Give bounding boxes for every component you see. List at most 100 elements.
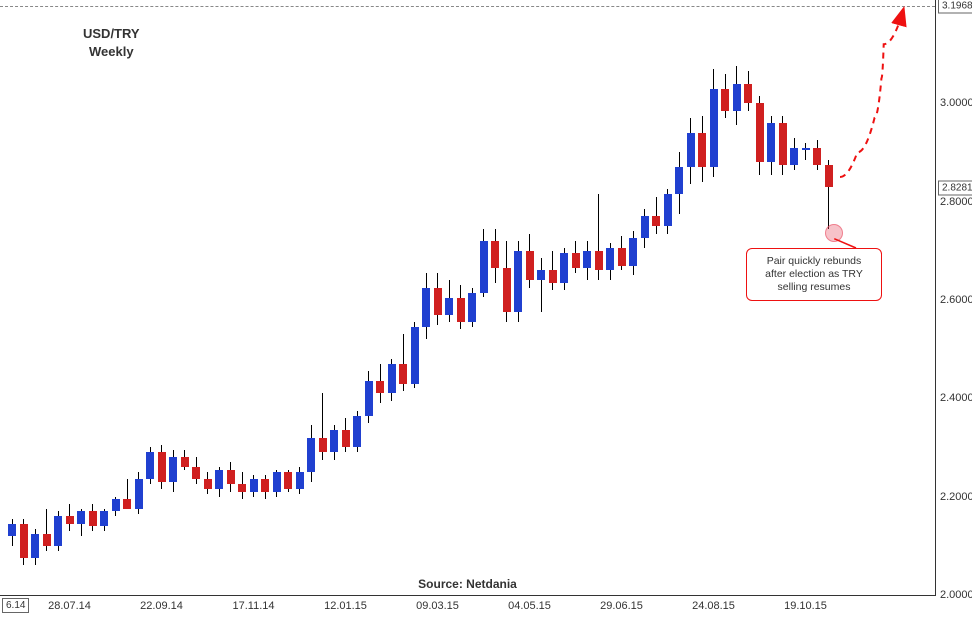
- candle-bull[interactable]: [100, 511, 108, 526]
- candle-bear[interactable]: [319, 438, 327, 453]
- candle-bear[interactable]: [491, 241, 499, 268]
- candlestick-chart: USD/TRY Weekly Source: Netdania Pair qui…: [0, 0, 972, 631]
- candle-bull[interactable]: [330, 430, 338, 452]
- source-label: Source: Netdania: [418, 577, 517, 591]
- candle-bear[interactable]: [779, 123, 787, 165]
- candle-bull[interactable]: [146, 452, 154, 479]
- candle-bull[interactable]: [514, 251, 522, 312]
- y-tick-label: 3.00000: [940, 97, 972, 109]
- plot-area[interactable]: USD/TRY Weekly Source: Netdania Pair qui…: [0, 0, 936, 596]
- x-tick-label: 09.03.15: [416, 600, 459, 612]
- candle-bear[interactable]: [66, 516, 74, 523]
- candle-bull[interactable]: [767, 123, 775, 162]
- candle-bear[interactable]: [227, 470, 235, 485]
- candle-bear[interactable]: [399, 364, 407, 384]
- candle-bear[interactable]: [813, 148, 821, 165]
- price-marker: 2.82812: [938, 180, 972, 195]
- candle-bull[interactable]: [664, 194, 672, 226]
- candle-bear[interactable]: [238, 484, 246, 491]
- candle-wick: [805, 143, 806, 160]
- candle-bull[interactable]: [215, 470, 223, 490]
- candle-bear[interactable]: [572, 253, 580, 268]
- candle-bear[interactable]: [434, 288, 442, 315]
- candle-bear[interactable]: [261, 479, 269, 491]
- candle-bull[interactable]: [687, 133, 695, 167]
- candle-bear[interactable]: [181, 457, 189, 467]
- x-tick-label: 29.06.15: [600, 600, 643, 612]
- annotation-marker: [825, 224, 843, 242]
- candle-bear[interactable]: [721, 89, 729, 111]
- candle-bear[interactable]: [549, 270, 557, 282]
- candle-bear[interactable]: [825, 165, 833, 187]
- candle-bull[interactable]: [606, 248, 614, 270]
- x-tick-label: 12.01.15: [324, 600, 367, 612]
- candle-bear[interactable]: [20, 524, 28, 558]
- candle-bull[interactable]: [675, 167, 683, 194]
- y-tick-label: 2.60000: [940, 294, 972, 306]
- annotation-text: Pair quickly rebunds after election as T…: [765, 255, 863, 293]
- candle-wick: [656, 197, 657, 234]
- candle-bull[interactable]: [629, 238, 637, 265]
- y-tick-label: 2.20000: [940, 491, 972, 503]
- candle-bull[interactable]: [422, 288, 430, 327]
- candle-bull[interactable]: [307, 438, 315, 472]
- x-tick-label: 04.05.15: [508, 600, 551, 612]
- candle-bull[interactable]: [802, 148, 810, 150]
- candle-bull[interactable]: [790, 148, 798, 165]
- x-tick-label: 28.07.14: [48, 600, 91, 612]
- candle-bull[interactable]: [353, 416, 361, 448]
- candle-bull[interactable]: [733, 84, 741, 111]
- candle-bear[interactable]: [756, 103, 764, 162]
- x-tick-label: 19.10.15: [784, 600, 827, 612]
- candle-bear[interactable]: [618, 248, 626, 265]
- candle-bear[interactable]: [652, 216, 660, 226]
- candle-bear[interactable]: [284, 472, 292, 489]
- candle-bull[interactable]: [560, 253, 568, 283]
- candle-bull[interactable]: [388, 364, 396, 394]
- candle-bull[interactable]: [537, 270, 545, 280]
- candle-bull[interactable]: [8, 524, 16, 536]
- candle-bull[interactable]: [54, 516, 62, 546]
- candle-bull[interactable]: [365, 381, 373, 415]
- candle-bull[interactable]: [77, 511, 85, 523]
- candle-bull[interactable]: [710, 89, 718, 168]
- title-line2: Weekly: [83, 43, 140, 61]
- chart-title: USD/TRY Weekly: [83, 25, 140, 60]
- candle-bear[interactable]: [123, 499, 131, 509]
- candle-bull[interactable]: [250, 479, 258, 491]
- candle-bear[interactable]: [503, 268, 511, 312]
- candle-bear[interactable]: [192, 467, 200, 479]
- candle-bear[interactable]: [342, 430, 350, 447]
- candle-bull[interactable]: [169, 457, 177, 482]
- candle-bear[interactable]: [376, 381, 384, 393]
- candle-bear[interactable]: [595, 251, 603, 271]
- candle-bear[interactable]: [457, 298, 465, 323]
- candle-bull[interactable]: [273, 472, 281, 492]
- candle-wick: [541, 258, 542, 312]
- candle-bull[interactable]: [583, 251, 591, 268]
- candle-bear[interactable]: [526, 251, 534, 281]
- candle-bull[interactable]: [480, 241, 488, 293]
- candle-bull[interactable]: [112, 499, 120, 511]
- title-line1: USD/TRY: [83, 25, 140, 43]
- candle-bull[interactable]: [641, 216, 649, 238]
- date-marker: 6.14: [2, 598, 29, 613]
- annotation-callout: Pair quickly rebunds after election as T…: [746, 248, 882, 301]
- candle-bull[interactable]: [411, 327, 419, 384]
- candle-bull[interactable]: [468, 293, 476, 323]
- x-tick-label: 17.11.14: [232, 600, 274, 612]
- candle-bear[interactable]: [204, 479, 212, 489]
- candle-bear[interactable]: [698, 133, 706, 167]
- y-tick-label: 2.80000: [940, 196, 972, 208]
- candle-bull[interactable]: [445, 298, 453, 315]
- candle-bear[interactable]: [43, 534, 51, 546]
- x-tick-label: 24.08.15: [692, 600, 735, 612]
- candle-bear[interactable]: [158, 452, 166, 482]
- candle-bull[interactable]: [31, 534, 39, 559]
- candle-bear[interactable]: [744, 84, 752, 104]
- candle-bull[interactable]: [135, 479, 143, 509]
- candle-bear[interactable]: [89, 511, 97, 526]
- target-line: [0, 6, 935, 7]
- x-tick-label: 22.09.14: [140, 600, 183, 612]
- candle-bull[interactable]: [296, 472, 304, 489]
